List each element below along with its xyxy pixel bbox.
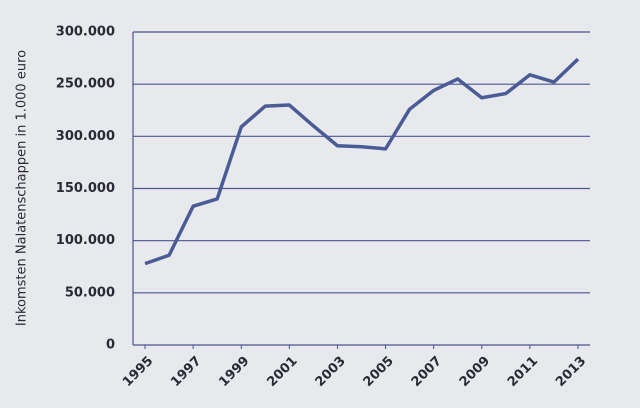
y-tick-label: 100.000 [56, 233, 115, 248]
y-tick-label: 300.000 [56, 129, 115, 144]
y-tick-label: 150.000 [56, 181, 115, 196]
y-tick-label: 300.000 [56, 25, 115, 40]
y-tick-label: 50.000 [65, 285, 115, 300]
y-tick-label: 0 [106, 338, 115, 353]
data-line [144, 57, 580, 266]
y-axis-label: Inkomsten Nalatenschappen in 1.000 euro [15, 50, 30, 326]
y-tick-label: 250.000 [56, 77, 115, 92]
